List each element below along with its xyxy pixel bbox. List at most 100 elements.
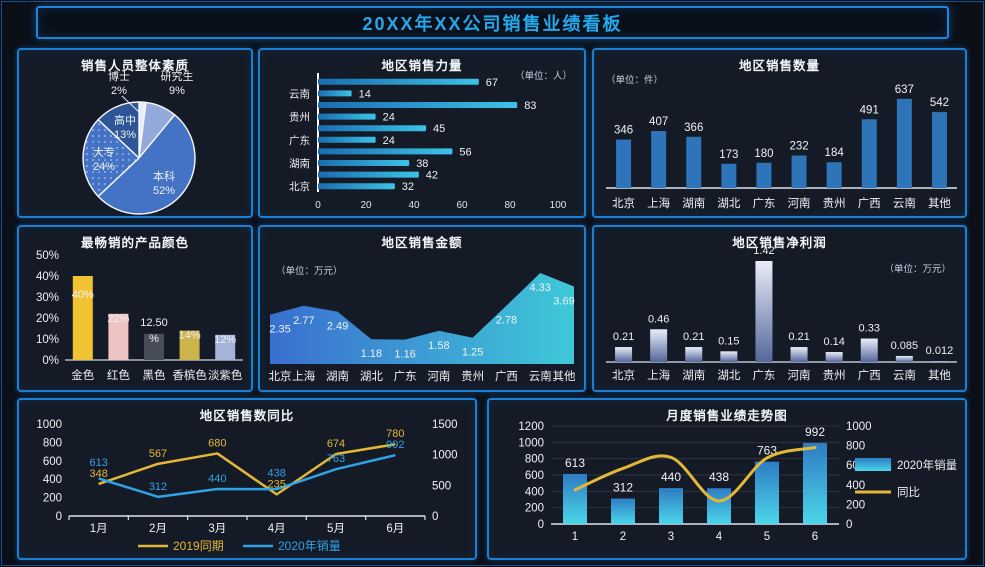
svg-text:40: 40 (408, 200, 420, 211)
svg-text:4: 4 (716, 531, 723, 543)
svg-text:200: 200 (525, 503, 544, 515)
svg-text:河南: 河南 (427, 369, 450, 383)
svg-text:600: 600 (525, 470, 544, 482)
svg-text:北京: 北京 (612, 196, 635, 210)
dashboard-title-bar: 20XX年XX公司销售业绩看板 (36, 6, 949, 39)
sales-quantity-unit: （单位：件） (606, 75, 664, 86)
svg-text:其他: 其他 (928, 197, 951, 210)
svg-text:613: 613 (565, 456, 585, 470)
svg-text:2.49: 2.49 (327, 321, 348, 333)
svg-text:800: 800 (525, 454, 544, 466)
panel-net-profit: 地区销售净利润 （单位：万元） 0.21 北京 0.46 上海 0.21 湖南 0.15 湖北… (592, 225, 967, 392)
svg-text:800: 800 (846, 441, 865, 453)
svg-text:1.18: 1.18 (361, 348, 382, 360)
svg-text:红色: 红色 (107, 368, 130, 382)
svg-text:38: 38 (416, 158, 428, 170)
svg-text:0%: 0% (42, 355, 59, 367)
svg-text:613: 613 (89, 457, 107, 469)
svg-text:13%: 13% (114, 129, 136, 141)
svg-text:680: 680 (208, 437, 226, 449)
svg-text:4.33: 4.33 (530, 282, 551, 294)
svg-text:45: 45 (433, 123, 445, 135)
svg-text:50%: 50% (36, 250, 59, 262)
staff-quality-pie-chart: 博士 2% 研究生 9% 本科 52% 大专 24% 高中 13% (19, 50, 251, 216)
monthly-trend-combo-chart: 0200400600800100012000200400600800100061… (489, 400, 965, 558)
svg-text:0: 0 (315, 200, 321, 211)
svg-text:992: 992 (386, 439, 404, 451)
svg-text:674: 674 (327, 438, 345, 450)
svg-text:312: 312 (149, 481, 167, 493)
svg-text:云南: 云南 (529, 369, 552, 383)
svg-text:491: 491 (860, 104, 879, 116)
svg-text:金色: 金色 (71, 368, 94, 382)
svg-text:广东: 广东 (289, 134, 310, 147)
svg-text:0.085: 0.085 (891, 340, 919, 352)
svg-text:广东: 广东 (752, 369, 775, 382)
svg-text:800: 800 (43, 437, 62, 449)
panel-product-colors: 最畅销的产品颜色 0% 10% 20% 30% 40% 50% 40% 金色 22% 红色 12.5… (17, 225, 253, 392)
svg-text:10%: 10% (36, 334, 59, 346)
svg-text:232: 232 (789, 141, 808, 153)
svg-text:0.46: 0.46 (648, 313, 669, 325)
svg-text:云南: 云南 (289, 87, 310, 100)
svg-text:0: 0 (56, 511, 62, 523)
svg-text:20%: 20% (36, 313, 59, 325)
sales-yoy-title: 地区销售数同比 (199, 409, 295, 423)
staff-quality-title: 销售人员整体素质 (80, 59, 189, 73)
svg-text:180: 180 (754, 148, 773, 160)
net-profit-bar-chart: 0.21 北京 0.46 上海 0.21 湖南 0.15 湖北 1.42 广东 0.21 河南 0.14… (594, 227, 965, 390)
svg-text:香槟色: 香槟色 (172, 368, 207, 382)
svg-text:32: 32 (402, 181, 414, 193)
svg-text:黑色: 黑色 (143, 368, 166, 382)
svg-text:24: 24 (383, 135, 395, 147)
svg-text:9%: 9% (169, 85, 185, 97)
svg-text:173: 173 (719, 149, 738, 161)
svg-text:600: 600 (43, 456, 62, 468)
svg-text:12%: 12% (214, 334, 236, 346)
svg-text:湖南: 湖南 (326, 369, 349, 383)
svg-text:0.21: 0.21 (683, 331, 704, 343)
svg-text:北京: 北京 (289, 180, 310, 193)
monthly-trend-title: 月度销售业绩走势图 (666, 409, 788, 423)
svg-text:20: 20 (360, 200, 372, 211)
svg-text:5月: 5月 (327, 523, 345, 535)
svg-text:贵州: 贵州 (289, 111, 310, 124)
svg-text:博士: 博士 (108, 70, 130, 83)
svg-text:其他: 其他 (553, 370, 576, 383)
svg-text:200: 200 (43, 493, 62, 505)
sales-quantity-title: 地区销售数量 (738, 59, 820, 73)
svg-text:湖北: 湖北 (717, 368, 740, 382)
svg-text:400: 400 (43, 474, 62, 486)
svg-text:1500: 1500 (432, 419, 458, 431)
panel-sales-amount: 地区销售金额 （单位：万元） 2.35 北京 2.77 上海 2.49 湖南 1.18 湖北 1… (258, 225, 586, 392)
svg-text:湖南: 湖南 (682, 368, 705, 382)
panel-monthly-trend: 月度销售业绩走势图 020040060080010001200020040060… (487, 398, 967, 560)
svg-text:500: 500 (432, 480, 451, 492)
svg-text:0: 0 (432, 511, 438, 523)
svg-text:贵州: 贵州 (823, 369, 846, 382)
svg-text:云南: 云南 (893, 196, 916, 210)
svg-text:1000: 1000 (36, 419, 62, 431)
svg-text:其他: 其他 (928, 369, 951, 382)
svg-text:763: 763 (327, 453, 345, 465)
svg-text:湖北: 湖北 (717, 196, 740, 210)
svg-text:上海: 上海 (647, 196, 670, 210)
svg-text:3.69: 3.69 (553, 295, 574, 307)
svg-text:0.21: 0.21 (788, 331, 809, 343)
svg-text:440: 440 (208, 473, 226, 485)
sales-force-hbar-chart: 67 14 云南 83 24 贵州 45 24 广东 56 38 湖南 42 32 北京 0 20 40 60 80 1… (260, 50, 584, 216)
sales-yoy-line-chart: 0 200 400 600 800 1000 0 500 1000 1500 1月 2月 3月 4月 5月 6… (19, 400, 475, 558)
svg-text:1.25: 1.25 (462, 347, 483, 359)
svg-text:大专: 大专 (93, 145, 115, 159)
svg-text:567: 567 (149, 448, 167, 460)
svg-text:83: 83 (524, 100, 536, 112)
svg-text:广东: 广东 (394, 370, 417, 383)
sales-amount-area-chart: 2.35 北京 2.77 上海 2.49 湖南 1.18 湖北 1.16 广东 1.58 河南 1.25… (260, 227, 584, 390)
svg-text:5: 5 (764, 531, 770, 543)
svg-text:6月: 6月 (386, 523, 404, 535)
svg-text:湖北: 湖北 (360, 369, 383, 383)
svg-text:贵州: 贵州 (461, 370, 484, 383)
svg-text:3月: 3月 (208, 523, 226, 535)
svg-text:80: 80 (504, 200, 516, 211)
svg-text:366: 366 (684, 122, 703, 134)
